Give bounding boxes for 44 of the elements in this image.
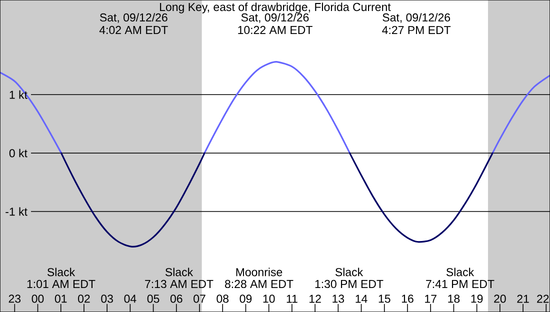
x-tick-label: 04: [124, 294, 136, 303]
x-tick-label: 15: [378, 294, 390, 303]
x-tick-label: 05: [147, 294, 160, 303]
x-tick-label: 03: [101, 294, 113, 303]
annotation: 7:13 AM EDT: [145, 280, 214, 288]
annotation: Moonrise: [236, 268, 282, 276]
x-tick-label: 11: [286, 294, 298, 303]
annotation: 4:02 AM EDT: [99, 26, 168, 34]
chart-title: Long Key, east of drawbridge, Florida Current: [160, 2, 391, 14]
annotation: 4:27 PM EDT: [382, 26, 451, 34]
x-tick-label: 09: [240, 294, 252, 303]
x-tick-label: 13: [332, 294, 344, 303]
annotation: Sat, 09/12/26: [241, 13, 309, 23]
annotation: 7:41 PM EDT: [426, 280, 494, 288]
x-tick-label: 14: [356, 294, 368, 303]
x-tick-label: 17: [425, 294, 436, 303]
x-tick-label: 16: [402, 294, 414, 303]
annotation: 1:01 AM EDT: [27, 280, 96, 288]
annotation: Sat, 09/12/26: [100, 13, 168, 23]
annotation: Slack: [47, 268, 76, 276]
y-tick-label: -1 kt: [6, 207, 28, 216]
x-tick-label: 08: [216, 294, 229, 303]
x-tick-label: 20: [494, 294, 506, 303]
annotation: 1:30 PM EDT: [315, 280, 384, 288]
x-tick-label: 10: [263, 294, 275, 303]
x-tick-label: 19: [471, 294, 483, 303]
x-tick-label: 18: [448, 294, 460, 303]
x-tick-label: 12: [310, 294, 321, 303]
x-tick-label: 22: [537, 294, 549, 303]
y-tick-label: 1 kt: [10, 90, 28, 99]
x-tick-label: 01: [54, 294, 67, 303]
x-tick-label: 21: [517, 294, 529, 303]
x-tick-label: 07: [194, 294, 206, 303]
annotation: Slack: [446, 268, 474, 276]
annotation: Slack: [335, 268, 364, 276]
annotation: 10:22 AM EDT: [238, 26, 312, 34]
annotation: Slack: [165, 268, 194, 276]
x-tick-label: 23: [8, 294, 21, 303]
x-tick-label: 02: [78, 294, 90, 303]
annotation: 8:28 AM EDT: [224, 280, 294, 288]
x-tick-label: 00: [32, 294, 44, 303]
annotation: Sat, 09/12/26: [382, 13, 450, 23]
x-tick-label: 06: [170, 294, 182, 303]
y-tick-label: 0 kt: [9, 148, 28, 158]
